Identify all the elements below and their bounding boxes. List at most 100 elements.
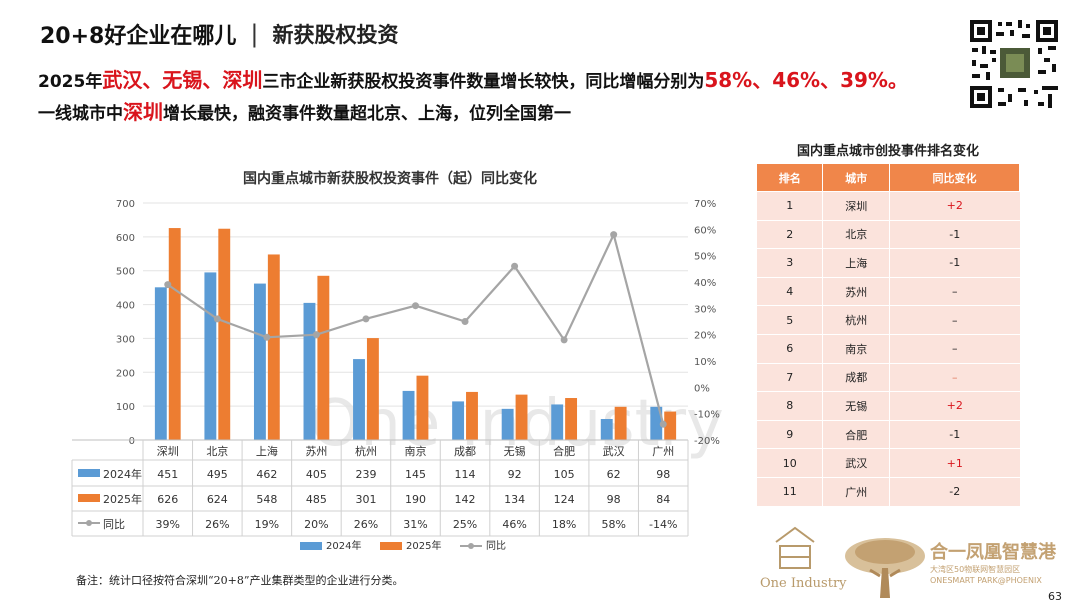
table-value-2024: 405 xyxy=(306,468,327,481)
rank-cell: 3 xyxy=(755,248,823,278)
x-category-label: 北京 xyxy=(206,444,228,458)
rank-row: 6 南京 – xyxy=(755,333,1020,364)
table-value-2024: 451 xyxy=(157,468,178,481)
page-number: 63 xyxy=(1048,590,1062,603)
table-value-yoy: 58% xyxy=(601,518,625,531)
y-right-tick-label: 0% xyxy=(694,383,710,394)
yoy-point xyxy=(659,420,667,428)
table-value-yoy: 18% xyxy=(552,518,576,531)
headline-2-prefix: 一线城市中 xyxy=(38,104,123,124)
y-left-tick-label: 500 xyxy=(116,267,135,278)
table-value-2024: 145 xyxy=(405,468,426,481)
rank-cell: 8 xyxy=(755,391,823,421)
page-header: 20+8好企业在哪儿 | 新获股权投资 xyxy=(40,18,398,50)
x-category-label: 杭州 xyxy=(355,444,377,458)
x-category-label: 无锡 xyxy=(504,444,526,458)
bar-2024 xyxy=(353,359,365,440)
yoy-point xyxy=(213,315,221,323)
headline-2-suffix: 增长最快，融资事件数量超北京、上海，位列全国第一 xyxy=(163,104,571,124)
legend-label-2025: 2025年 xyxy=(406,539,441,552)
city-cell: 广州 xyxy=(822,476,890,507)
bar-2024 xyxy=(154,287,167,440)
rank-header-rank: 排名 xyxy=(755,163,824,192)
rank-cell: 7 xyxy=(755,362,823,392)
rank-cell: 6 xyxy=(755,333,823,364)
x-category-label: 成都 xyxy=(454,445,476,458)
y-left-tick-label: 0 xyxy=(129,436,135,447)
change-cell: +2 xyxy=(888,391,1020,421)
footnote: 备注：统计口径按符合深圳“20+8”产业集群类型的企业进行分类。 xyxy=(76,574,404,587)
park-logo-subline-1: 大湾区50物联网智慧园区 xyxy=(930,565,1021,574)
y-right-tick-label: 50% xyxy=(694,252,716,263)
legend-key-yoy-point xyxy=(468,543,474,549)
page-title: 20+8好企业在哪儿 xyxy=(40,24,237,49)
city-cell: 苏州 xyxy=(822,276,890,306)
rank-cell: 11 xyxy=(755,476,823,507)
table-value-yoy: 26% xyxy=(205,518,229,531)
bar-2025 xyxy=(267,254,280,440)
qr-code-icon xyxy=(968,18,1060,110)
rank-row: 10 武汉 +1 xyxy=(755,448,1020,478)
table-value-2025: 84 xyxy=(656,493,670,506)
row-key-2024 xyxy=(78,469,100,477)
page-subtitle: 新获股权投资 xyxy=(272,22,399,47)
rank-row: 5 杭州 – xyxy=(755,305,1020,335)
yoy-point xyxy=(610,231,618,239)
x-category-label: 广州 xyxy=(652,445,674,458)
change-cell: +2 xyxy=(888,191,1020,221)
y-right-tick-label: -10% xyxy=(694,410,720,421)
table-value-yoy: 25% xyxy=(453,518,477,531)
bar-2025 xyxy=(466,391,478,440)
rank-row: 11 广州 -2 xyxy=(755,476,1020,507)
rank-table-title: 国内重点城市创投事件排名变化 xyxy=(796,144,979,159)
table-value-2024: 239 xyxy=(355,468,376,481)
city-cell: 武汉 xyxy=(822,448,890,478)
x-category-label: 上海 xyxy=(256,444,278,458)
y-right-tick-label: 10% xyxy=(694,357,716,368)
headline-line-2: 一线城市中深圳增长最快，融资事件数量超北京、上海，位列全国第一 xyxy=(38,96,571,125)
table-value-2024: 462 xyxy=(256,468,277,481)
table-value-2025: 626 xyxy=(157,493,178,506)
rank-row: 1 深圳 +2 xyxy=(755,191,1020,221)
tree-icon xyxy=(845,538,925,598)
x-category-label: 深圳 xyxy=(157,445,179,458)
table-value-2025: 134 xyxy=(504,493,525,506)
bar-2024 xyxy=(253,283,266,440)
change-cell: -1 xyxy=(888,419,1020,449)
table-value-yoy: 31% xyxy=(403,518,427,531)
row-key-2025 xyxy=(78,494,100,502)
rank-cell: 9 xyxy=(755,419,823,449)
bar-2025 xyxy=(515,394,528,440)
table-value-yoy: 26% xyxy=(354,518,378,531)
table-value-yoy: 39% xyxy=(156,518,180,531)
y-left-tick-label: 200 xyxy=(116,368,135,379)
bar-2024 xyxy=(600,419,613,440)
city-cell: 无锡 xyxy=(822,391,890,421)
yoy-point xyxy=(461,318,469,325)
park-logo-subline-2: ONESMART PARK@PHOENIX xyxy=(930,576,1042,585)
rank-row: 2 北京 -1 xyxy=(755,219,1020,249)
change-cell: +1 xyxy=(888,448,1020,478)
y-right-tick-label: 60% xyxy=(694,225,716,236)
legend-key-2024 xyxy=(300,542,322,550)
city-cell: 上海 xyxy=(822,248,890,278)
rank-row: 7 成都 – xyxy=(755,362,1020,392)
city-cell: 成都 xyxy=(822,362,890,392)
rank-row: 3 上海 -1 xyxy=(755,248,1020,278)
yoy-point xyxy=(412,302,419,310)
yoy-point xyxy=(164,281,172,289)
y-right-tick-label: 20% xyxy=(694,331,716,342)
headline-cities: 武汉、无锡、深圳 xyxy=(102,68,263,92)
y-left-tick-label: 700 xyxy=(116,199,135,210)
table-value-2025: 190 xyxy=(405,493,426,506)
rank-cell: 4 xyxy=(755,276,823,306)
bar-2025 xyxy=(614,406,627,440)
headline-2-city: 深圳 xyxy=(123,100,163,124)
bar-2025 xyxy=(416,375,429,440)
table-value-2024: 495 xyxy=(207,468,228,481)
yoy-line xyxy=(167,231,665,425)
rank-table: 排名 城市 同比变化 1 深圳 +2 2 北京 -1 3 上海 -1 4 苏州 –5 杭州 –6 南京 –7 成… xyxy=(755,163,1021,507)
bar-2025 xyxy=(565,398,578,440)
row-key-yoy-point xyxy=(86,520,92,526)
table-value-2025: 485 xyxy=(306,493,327,506)
